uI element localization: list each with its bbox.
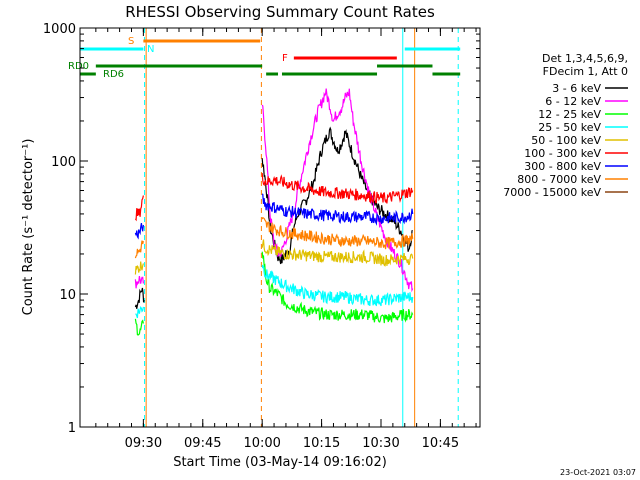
y-tick-label-1: 1	[68, 421, 76, 436]
legend-header-1: Det 1,3,4,5,6,9,	[542, 52, 628, 65]
series-50-100-kev-line-2	[261, 239, 414, 267]
flag-rd6-label: RD6	[103, 69, 124, 80]
y-axis-label: Count Rate (s⁻¹ detector⁻¹)	[21, 139, 36, 316]
plot-frame	[79, 27, 481, 428]
legend-label-800-7000-kev: 800 - 7000 keV	[517, 173, 601, 186]
series-6-12-kev-line-1	[134, 275, 144, 289]
x-tick-label-10:30: 10:30	[362, 436, 399, 451]
series-800-7000-kev-line-1	[134, 240, 144, 259]
series-800-7000-kev-line-2	[261, 216, 414, 250]
flag-rd0-label: RD0	[68, 61, 89, 72]
legend: Det 1,3,4,5,6,9,FDecim 1, Att 0 3 - 6 keV…	[503, 52, 628, 199]
axes: 1 10 100 1000 09:30 09:45 10:00 10:15 10:30 10:45	[43, 22, 480, 451]
series-100-300-kev-line-2	[261, 173, 414, 204]
x-tick-label-10:45: 10:45	[422, 436, 459, 451]
legend-label-25-50-kev: 25 - 50 keV	[538, 121, 601, 134]
series-25-50-kev-line-1	[135, 305, 144, 319]
legend-label-300-800-kev: 300 - 800 keV	[524, 160, 601, 173]
series-300-800-kev-line-1	[134, 222, 144, 240]
series-25-50-kev-line-2	[261, 264, 414, 307]
y-tick-label-10: 10	[59, 288, 76, 303]
legend-label-50-100-kev: 50 - 100 keV	[531, 134, 601, 147]
chart-title: RHESSI Observing Summary Count Rates	[125, 3, 435, 21]
plot-area: S N F RD0 RD6	[68, 28, 461, 427]
legend-label-6-12-kev: 6 - 12 keV	[545, 95, 601, 108]
x-tick-label-09:30: 09:30	[125, 436, 162, 451]
series-12-25-kev-line-1	[134, 318, 144, 336]
x-axis-label: Start Time (03-May-14 09:16:02)	[173, 455, 387, 470]
series-3-6-kev-line-1	[134, 287, 145, 309]
legend-label-100-300-kev: 100 - 300 keV	[524, 147, 601, 160]
legend-label-3-6-kev: 3 - 6 keV	[552, 82, 601, 95]
series-50-100-kev-line-1	[134, 261, 144, 275]
legend-label-7000-15000-kev: 7000 - 15000 keV	[503, 186, 601, 199]
series-100-300-kev-line-1	[134, 195, 144, 222]
flag-n-label: N	[147, 44, 154, 55]
y-tick-label-100: 100	[51, 155, 76, 170]
timestamp: 23-Oct-2021 03:07	[560, 468, 636, 477]
series-12-25-kev-line-2	[261, 251, 414, 324]
legend-header-2: FDecim 1, Att 0	[543, 65, 628, 78]
flag-s-label: S	[128, 36, 134, 47]
legend-label-12-25-kev: 12 - 25 keV	[538, 108, 601, 121]
x-tick-label-10:15: 10:15	[303, 436, 340, 451]
y-tick-label-1000: 1000	[43, 22, 76, 37]
x-tick-label-09:45: 09:45	[184, 436, 221, 451]
x-tick-label-10:00: 10:00	[243, 436, 280, 451]
flag-f-label: F	[282, 53, 288, 64]
series-300-800-kev-line-2	[261, 193, 414, 226]
